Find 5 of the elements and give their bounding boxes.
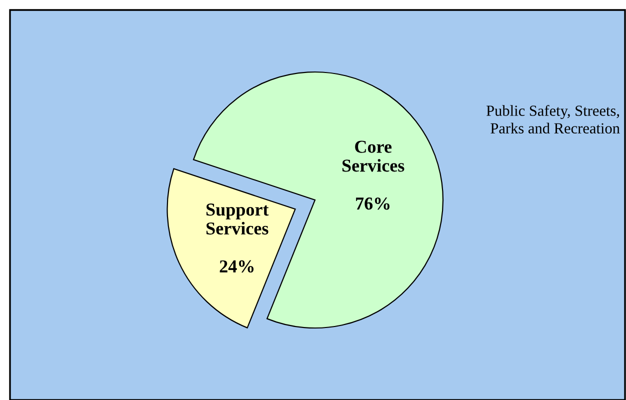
slice-label: Core Services	[342, 140, 404, 172]
data-label: 76%	[356, 197, 390, 210]
slice-label: Support Services	[206, 204, 269, 235]
data-label: 24%	[220, 260, 254, 273]
text: Public Safety, Streets, Parks and Recreation	[486, 105, 620, 134]
